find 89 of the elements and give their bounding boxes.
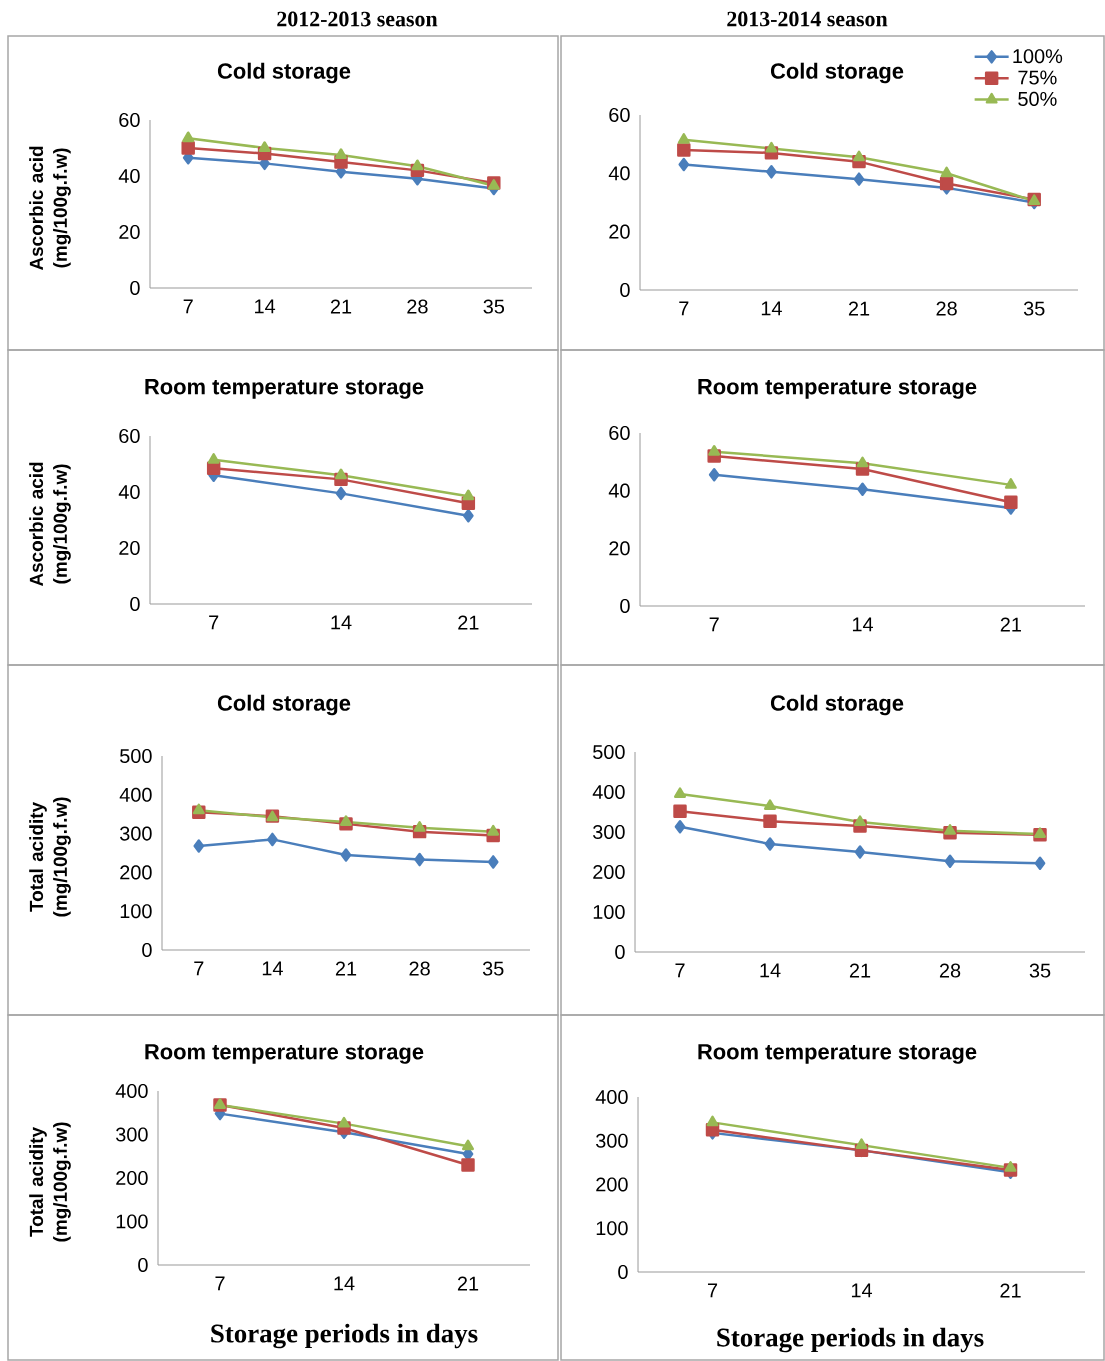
x-tick-label: 14 [852,617,874,632]
y-axis-title: Ascorbic acid (mg/100g.f.w) [29,146,71,271]
y-tick-label: 200 [596,1177,628,1192]
y-tick-label: 300 [596,1133,628,1148]
y-tick-label: 400 [592,784,625,800]
y-tick-label: 500 [120,748,152,764]
y-tick-label: 20 [119,540,140,556]
x-axis-title: Storage periods in days [717,1327,984,1353]
x-tick-label: 7 [194,961,204,976]
x-tick-label: 21 [1000,617,1021,632]
x-tick-label: 21 [848,301,870,316]
x-tick-label: 14 [760,963,781,978]
chart-title: Room temperature storage [698,379,977,399]
y-tick-label: 40 [608,166,630,181]
x-tick-label: 21 [849,963,871,978]
chart-subtitle: Cold storage [770,62,904,84]
x-tick-label: 21 [335,961,357,976]
legend-label: 50% [1018,91,1057,106]
y-axis-title: Total acidity (mg/100g.f.w) [29,1122,71,1242]
y-tick-label: 100 [596,1221,628,1236]
y-tick-label: 100 [120,904,152,919]
x-tick-label: 28 [409,961,430,976]
x-tick-label: 7 [679,301,689,316]
y-tick-label: 60 [119,428,140,444]
y-tick-label: 300 [120,826,152,841]
x-tick-label: 28 [939,963,961,978]
chart-title: Room temperature storage [145,1044,424,1064]
y-tick-label: 40 [608,483,630,498]
x-tick-label: 14 [761,301,782,316]
y-tick-label: 60 [119,112,140,128]
y-tick-label: 60 [609,425,630,441]
x-tick-label: 14 [851,1283,873,1298]
x-tick-label: 7 [709,617,719,632]
y-tick-label: 100 [593,904,625,920]
y-tick-label: 20 [609,224,630,239]
x-tick-label: 21 [457,1276,479,1291]
y-tick-label: 300 [116,1127,148,1142]
x-tick-label: 21 [330,299,352,314]
y-tick-label: 200 [593,864,625,880]
x-tick-label: 7 [183,299,193,314]
x-tick-label: 35 [483,299,505,314]
chart-title: Cold storage [217,694,351,716]
x-tick-label: 35 [1029,963,1051,978]
x-axis-title: Storage periods in days [211,1323,478,1349]
y-tick-label: 0 [130,596,140,612]
x-tick-label: 7 [215,1276,225,1291]
y-tick-label: 0 [142,942,152,958]
chart-title: Cold storage [770,694,904,716]
y-tick-label: 400 [595,1089,628,1105]
x-tick-label: 35 [482,961,504,976]
x-tick-label: 14 [262,961,283,976]
y-tick-label: 60 [609,107,630,123]
x-tick-label: 28 [407,299,428,314]
y-tick-label: 400 [115,1083,148,1099]
y-tick-label: 0 [618,1264,628,1280]
y-tick-label: 200 [120,865,152,880]
y-tick-label: 0 [138,1257,148,1273]
legend-label: 100% [1013,49,1063,64]
y-axis-title: Total acidity (mg/100g.f.w) [29,797,71,917]
x-tick-label: 14 [331,615,352,630]
y-tick-label: 100 [116,1214,148,1229]
chart-title: 2013-2014 season [727,11,888,27]
chart-title: 2012-2013 season [277,11,438,27]
x-tick-label: 21 [458,615,479,630]
x-tick-label: 14 [255,299,276,314]
y-tick-label: 40 [118,484,140,500]
y-tick-label: 40 [118,168,140,184]
y-tick-label: 20 [119,224,140,240]
x-tick-label: 35 [1023,301,1045,316]
x-tick-label: 14 [334,1276,355,1291]
x-tick-label: 7 [675,963,685,978]
y-tick-label: 500 [593,744,625,760]
y-tick-label: 300 [593,824,625,840]
chart-title: Room temperature storage [145,379,424,399]
legend-label: 75% [1018,70,1057,85]
chart-subtitle: Cold storage [217,62,351,84]
y-tick-label: 0 [130,280,140,296]
y-tick-label: 0 [620,598,630,614]
y-tick-label: 0 [620,282,630,298]
x-tick-label: 21 [1000,1283,1021,1298]
x-tick-label: 7 [209,615,219,630]
y-tick-label: 200 [116,1170,148,1186]
x-tick-label: 7 [707,1283,718,1298]
x-tick-label: 28 [936,301,957,316]
y-tick-label: 400 [119,787,152,802]
y-tick-label: 0 [615,944,625,960]
y-axis-title: Ascorbic acid (mg/100g.f.w) [29,462,71,587]
chart-title: Room temperature storage [698,1044,977,1064]
y-tick-label: 20 [609,541,630,556]
